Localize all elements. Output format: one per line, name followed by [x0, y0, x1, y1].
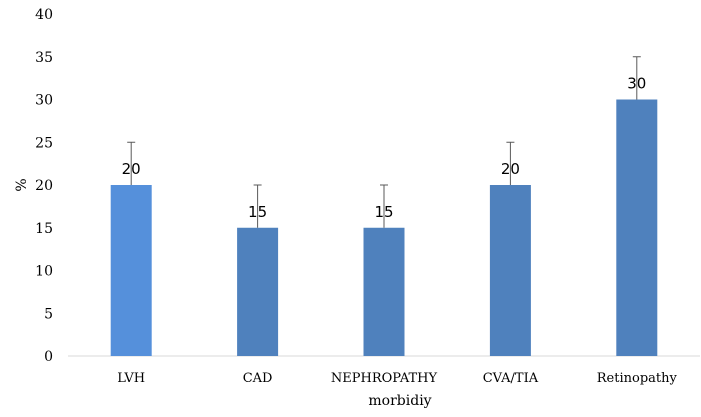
y-tick-label: 30: [35, 93, 53, 109]
data-label: 20: [122, 160, 141, 178]
x-axis-ticks: LVH CAD NEPHROPATHY CVA/TIA Retinopathy: [117, 371, 677, 386]
x-tick-label: Retinopathy: [597, 371, 678, 386]
x-tick-label: LVH: [117, 371, 145, 386]
data-label: 20: [501, 160, 520, 178]
data-label: 15: [374, 203, 393, 221]
y-tick-label: 35: [35, 50, 53, 66]
bar: [363, 227, 405, 356]
x-axis-title: morbidiy: [368, 393, 431, 409]
y-tick-label: 10: [35, 264, 53, 280]
data-label: 30: [627, 75, 646, 93]
y-tick-label: 0: [44, 349, 53, 365]
bar: [237, 227, 279, 356]
x-tick-label: CAD: [243, 371, 273, 386]
y-tick-label: 5: [44, 306, 53, 322]
y-tick-label: 20: [35, 178, 53, 194]
y-tick-label: 15: [35, 221, 53, 237]
x-tick-label: NEPHROPATHY: [331, 371, 438, 386]
bars: [110, 99, 658, 356]
y-tick-label: 25: [35, 135, 53, 151]
data-label: 15: [248, 203, 267, 221]
data-labels: 20 15 15 20 30: [122, 75, 647, 221]
y-axis-ticks: 0 5 10 15 20 25 30 35 40: [35, 7, 53, 365]
y-tick-label: 40: [35, 7, 53, 23]
y-axis-title: %: [14, 178, 30, 191]
bar: [110, 185, 152, 356]
bar: [616, 99, 658, 356]
x-tick-label: CVA/TIA: [483, 371, 539, 386]
error-bars: [127, 56, 641, 228]
bar: [489, 185, 531, 356]
